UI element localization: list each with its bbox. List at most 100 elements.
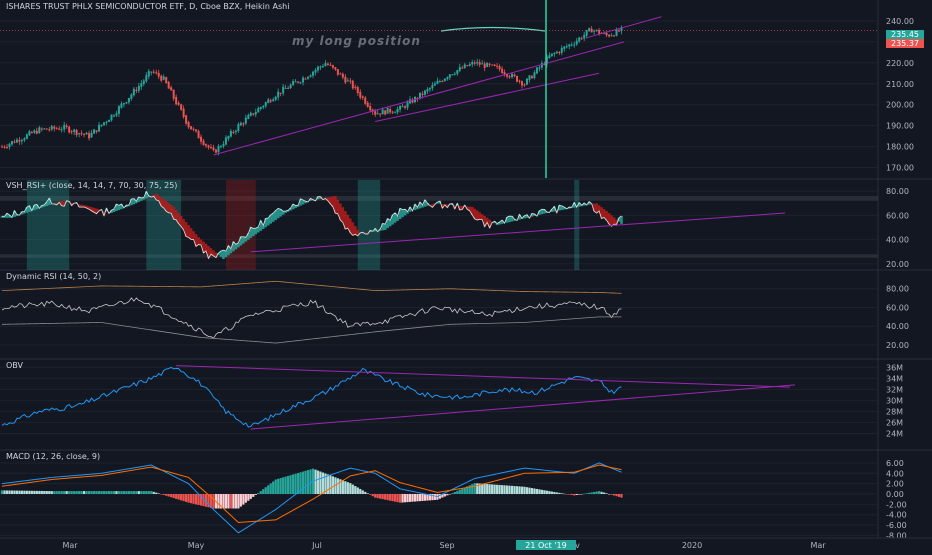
candle-body bbox=[476, 61, 479, 64]
candle-body bbox=[535, 67, 538, 74]
macd-histogram-bar bbox=[272, 481, 275, 494]
macd-histogram-bar bbox=[543, 490, 546, 494]
macd-histogram-bar bbox=[83, 491, 86, 494]
macd-histogram-bar bbox=[593, 491, 596, 494]
candle-body bbox=[548, 55, 551, 59]
candle-body bbox=[98, 124, 101, 132]
candle-body bbox=[501, 68, 504, 74]
macd-histogram-bar bbox=[488, 484, 491, 494]
macd-histogram-bar bbox=[170, 494, 173, 498]
macd-histogram-bar bbox=[182, 494, 185, 502]
macd-histogram-bar bbox=[602, 492, 606, 494]
macd-histogram-bar bbox=[85, 491, 88, 494]
macd-histogram-bar bbox=[528, 487, 531, 494]
macd-histogram-bar bbox=[234, 494, 237, 509]
candle-body bbox=[15, 139, 18, 143]
macd-histogram-bar bbox=[500, 485, 504, 494]
macd-histogram-bar bbox=[580, 494, 583, 495]
candle-body bbox=[232, 132, 235, 134]
y-axis-label: -6.00 bbox=[886, 521, 907, 530]
candle-body bbox=[224, 137, 227, 145]
macd-histogram-bar bbox=[394, 494, 397, 502]
dynamic-rsi-series bbox=[1, 316, 622, 344]
candle-body bbox=[165, 77, 168, 84]
x-axis-label: Sep bbox=[439, 541, 454, 550]
candle-body bbox=[112, 115, 115, 117]
macd-histogram-bar bbox=[411, 494, 414, 502]
macd-histogram-bar bbox=[568, 494, 571, 495]
macd-histogram-bar bbox=[403, 494, 407, 503]
macd-histogram-bar bbox=[558, 492, 561, 494]
candle-body bbox=[25, 134, 28, 139]
candle-body bbox=[200, 136, 203, 142]
macd-histogram-bar bbox=[23, 490, 26, 494]
macd-histogram-bar bbox=[167, 494, 170, 497]
candle-body bbox=[473, 62, 476, 64]
candle-body bbox=[249, 112, 252, 116]
macd-histogram-bar bbox=[560, 493, 563, 494]
candle-body bbox=[443, 78, 446, 82]
macd-histogram-bar bbox=[102, 491, 106, 494]
candle-body bbox=[155, 72, 158, 74]
candle-body bbox=[336, 69, 339, 75]
candle-body bbox=[356, 87, 359, 94]
candle-body bbox=[207, 145, 210, 148]
candle-body bbox=[254, 111, 257, 115]
y-axis-label: -8.00 bbox=[886, 531, 907, 540]
candle-body bbox=[401, 106, 404, 108]
candle-body bbox=[312, 71, 314, 76]
macd-histogram-bar bbox=[175, 494, 178, 499]
candle-body bbox=[115, 113, 118, 116]
macd-histogram-bar bbox=[483, 483, 486, 494]
macd-histogram-bar bbox=[456, 490, 459, 494]
y-axis-label: 28M bbox=[886, 407, 903, 416]
candle-body bbox=[43, 128, 46, 130]
candle-body bbox=[147, 71, 150, 77]
candle-body bbox=[603, 32, 606, 34]
candle-body bbox=[309, 75, 312, 78]
candle-body bbox=[192, 128, 195, 130]
macd-histogram-bar bbox=[18, 490, 21, 494]
macd-histogram-bar bbox=[115, 491, 118, 494]
candle-body bbox=[95, 130, 98, 132]
macd-histogram-bar bbox=[78, 491, 81, 494]
macd-histogram-bar bbox=[555, 492, 558, 494]
candle-body bbox=[326, 63, 329, 65]
macd-line bbox=[1, 462, 622, 534]
macd-histogram-bar bbox=[162, 494, 165, 495]
macd-histogram-bar bbox=[471, 484, 474, 494]
macd-histogram-bar bbox=[585, 493, 588, 494]
macd-histogram-bar bbox=[10, 490, 14, 494]
macd-histogram-bar bbox=[120, 491, 123, 494]
candle-body bbox=[511, 73, 514, 78]
macd-histogram-bar bbox=[43, 490, 46, 494]
macd-histogram-bar bbox=[33, 490, 36, 494]
macd-histogram-bar bbox=[510, 485, 514, 494]
macd-histogram-bar bbox=[346, 482, 349, 494]
macd-histogram-bar bbox=[58, 491, 61, 494]
candle-body bbox=[122, 103, 125, 105]
macd-histogram-bar bbox=[249, 494, 252, 499]
macd-histogram-bar bbox=[219, 494, 223, 509]
candle-body bbox=[421, 93, 424, 95]
macd-histogram-bar bbox=[545, 490, 548, 494]
candle-body bbox=[160, 75, 163, 81]
candle-body bbox=[259, 107, 262, 110]
crosshair-date-tag bbox=[516, 540, 576, 550]
candle-body bbox=[550, 53, 553, 56]
macd-histogram-bar bbox=[473, 483, 476, 494]
candle-body bbox=[563, 46, 566, 49]
candle-body bbox=[525, 78, 528, 85]
candle-body bbox=[237, 124, 240, 132]
macd-histogram-bar bbox=[421, 494, 424, 501]
candle-body bbox=[580, 38, 583, 40]
candle-body bbox=[610, 35, 613, 37]
macd-histogram-bar bbox=[217, 494, 220, 509]
candle-body bbox=[177, 102, 180, 105]
macd-histogram-bar bbox=[209, 494, 213, 508]
macd-histogram-bar bbox=[381, 494, 384, 500]
y-axis-label: -2.00 bbox=[886, 500, 907, 509]
vsh-rsi-title: VSH_RSI+ (close, 14, 14, 7, 70, 30, 75, … bbox=[6, 181, 178, 190]
